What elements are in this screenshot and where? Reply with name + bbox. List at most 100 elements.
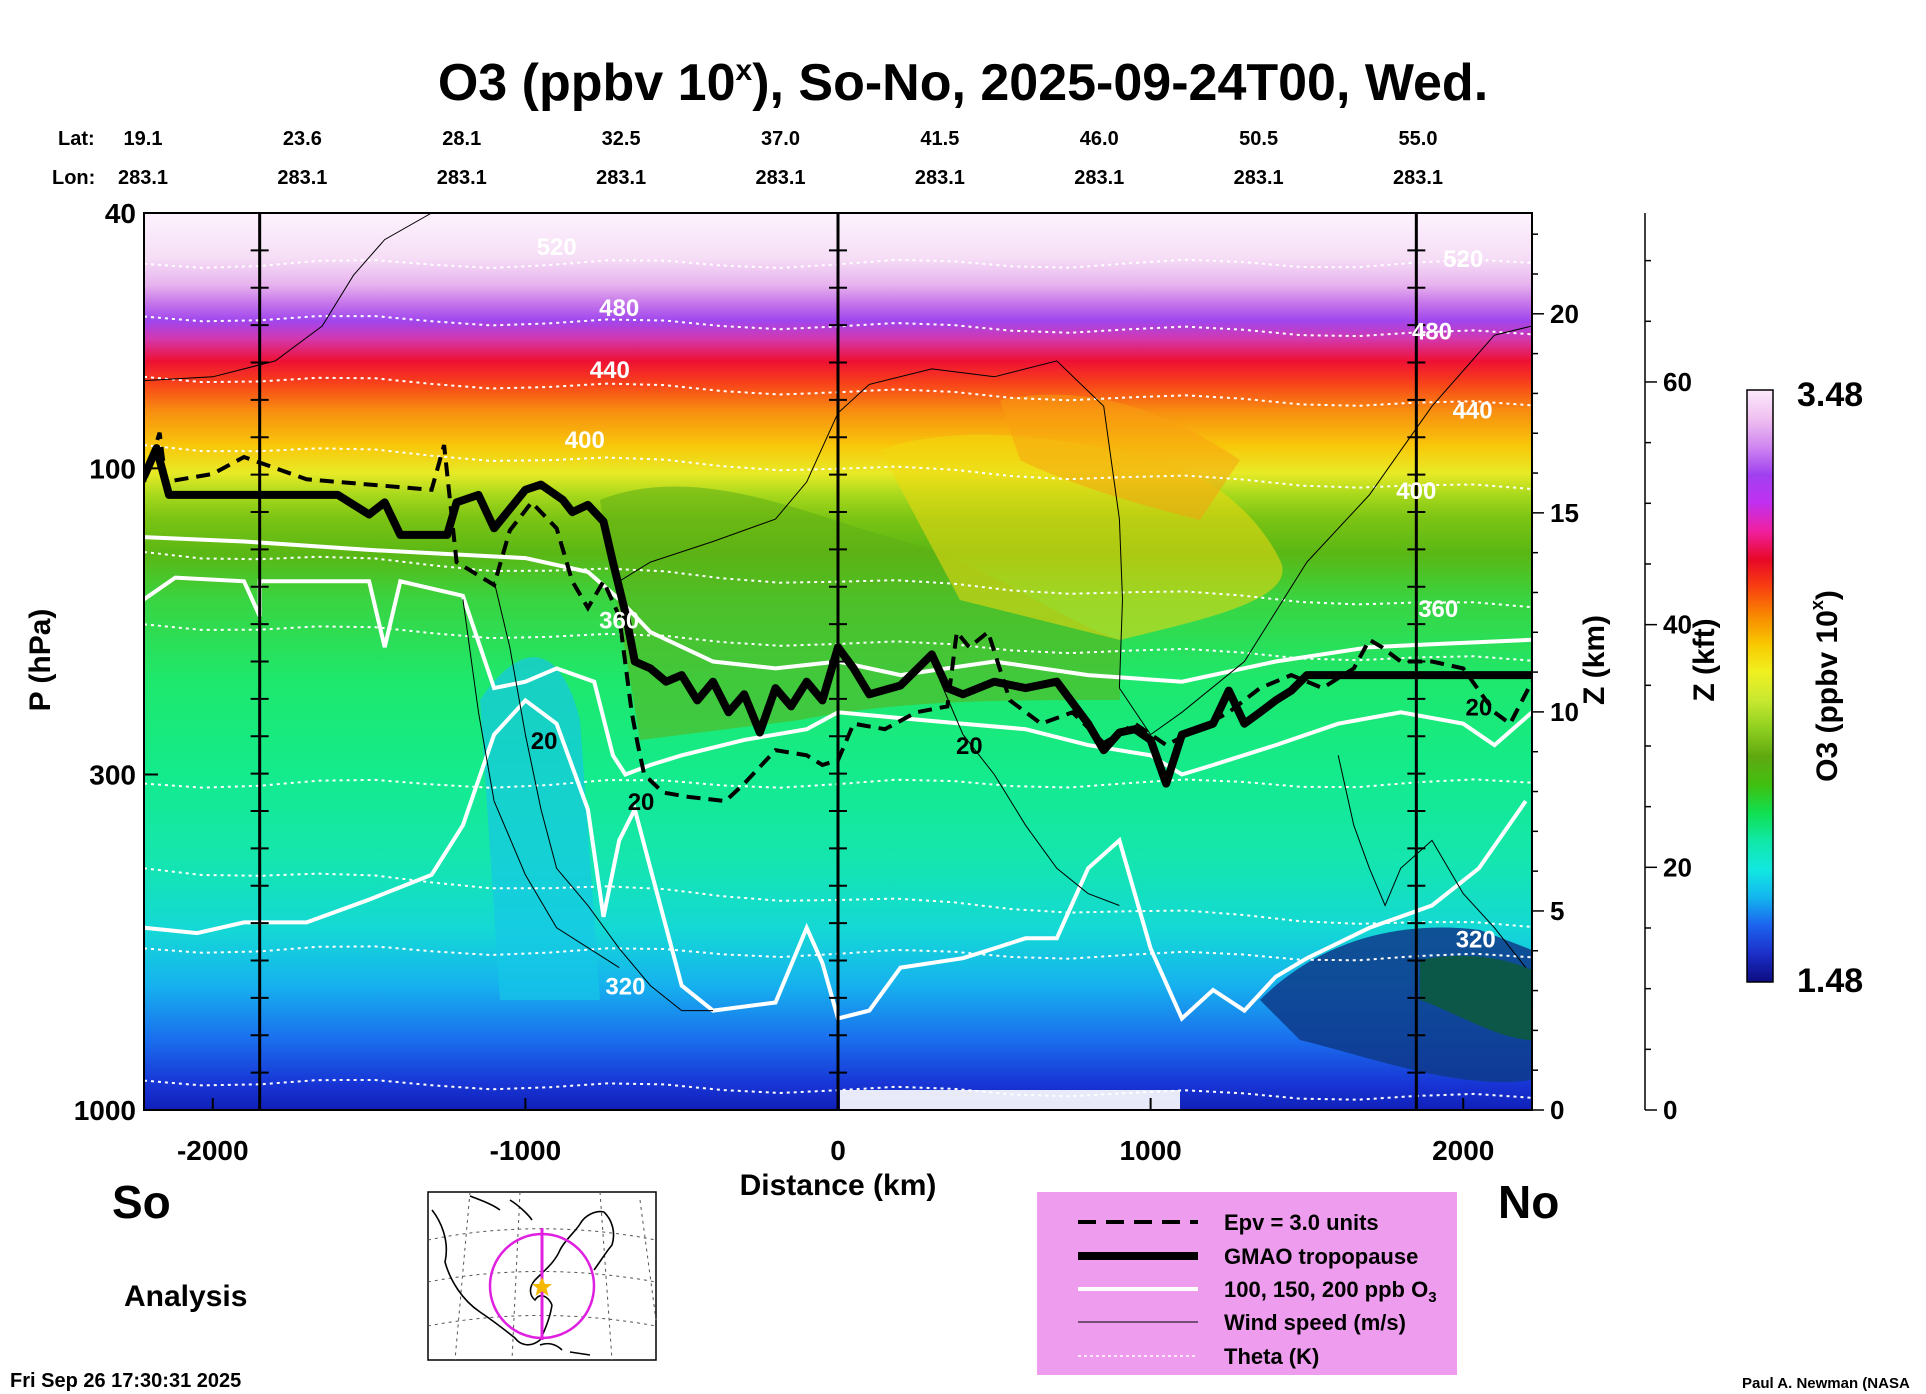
colorbar-min-label: 1.48: [1797, 962, 1863, 1000]
field-feature-cyan-plume: [480, 657, 600, 1000]
z-km-tick-label: 10: [1550, 697, 1579, 727]
field-feature-orange-north: [1000, 394, 1240, 520]
x-tick-label: 2000: [1432, 1135, 1494, 1166]
z-kft-axis-title: Z (kft): [1688, 618, 1721, 701]
lon-value: 283.1: [596, 167, 646, 189]
field-feature-darkgreen-blob: [1420, 955, 1532, 1040]
map-center-star-icon: [532, 1277, 552, 1296]
lat-value: 50.5: [1239, 128, 1278, 150]
legend-label-tropopause: GMAO tropopause: [1224, 1244, 1418, 1269]
theta-label: 320: [1456, 926, 1496, 953]
wind-label: 20: [531, 728, 558, 755]
theta-label: 520: [1443, 246, 1483, 273]
lat-value: 55.0: [1399, 128, 1438, 150]
theta-label: 440: [1453, 398, 1493, 425]
legend: Epv = 3.0 units GMAO tropopause 100, 150…: [1037, 1192, 1457, 1375]
epv-contour: [144, 432, 1532, 804]
z-kft-tick-label: 60: [1663, 367, 1692, 397]
z-km-tick-label: 15: [1550, 498, 1579, 528]
lat-value: 28.1: [442, 128, 481, 150]
z-kft-tick-label: 0: [1663, 1095, 1677, 1125]
theta-label: 320: [605, 974, 645, 1001]
y-axis: 40 100 300 1000: [74, 198, 158, 1126]
theta-label: 400: [1396, 478, 1436, 505]
lat-value: 23.6: [283, 128, 322, 150]
colorbar: [1746, 389, 1774, 983]
wind-contour: [618, 325, 1532, 736]
lon-value: 283.1: [755, 167, 805, 189]
theta-label: 480: [1412, 319, 1452, 346]
o3-contour: [144, 575, 1532, 777]
lon-value: 283.1: [1074, 167, 1124, 189]
colorbar-title: O3 (ppbv 10x): [1807, 590, 1844, 782]
timestamp: Fri Sep 26 17:30:31 2025: [10, 1370, 241, 1392]
lon-value: 283.1: [1393, 167, 1443, 189]
wind-contour: [1337, 755, 1527, 968]
lat-value: 32.5: [602, 128, 641, 150]
z-kft-axis: 0 20 40 60: [1644, 213, 1692, 1125]
lat-lon-header: 19.1 23.6 28.1 32.5 37.0 41.5 46.0 50.5 55.0 283.…: [118, 128, 1443, 189]
theta-label: 360: [599, 607, 639, 634]
wind-labels: 20 20 20 20: [531, 694, 1492, 816]
lon-value: 283.1: [277, 167, 327, 189]
colorbar-max-label: 3.48: [1797, 376, 1863, 414]
field-feature-white-patches: [840, 1090, 1180, 1110]
x-tick-label: 0: [830, 1135, 846, 1166]
lon-label: Lon:: [52, 167, 95, 189]
o3-contour: [144, 697, 1528, 1022]
o3-contour: [144, 535, 1532, 684]
z-km-axis: 0 5 10 15 20: [1531, 213, 1579, 1125]
lon-value: 283.1: [118, 167, 168, 189]
z-km-tick-label: 5: [1550, 896, 1564, 926]
x-tick-label: 1000: [1119, 1135, 1181, 1166]
gmao-tropopause: [144, 444, 1532, 788]
z-km-tick-label: 20: [1550, 299, 1579, 329]
lon-value: 283.1: [437, 167, 487, 189]
lat-value: 46.0: [1080, 128, 1119, 150]
wind-label: 20: [628, 789, 655, 816]
lon-value: 283.1: [915, 167, 965, 189]
x-tick-label: -2000: [177, 1135, 249, 1166]
y-tick-label: 300: [89, 759, 136, 790]
y-tick-label: 100: [89, 453, 136, 484]
legend-label-epv: Epv = 3.0 units: [1224, 1210, 1379, 1235]
wind-label: 20: [956, 733, 983, 760]
y-tick-label: 40: [105, 198, 136, 229]
wind-contour: [493, 581, 713, 1012]
wind-label: 20: [1466, 694, 1493, 721]
theta-labels: 520 480 440 400 360 320 520 480 440 400 360 320: [537, 234, 1496, 1001]
y-axis-title: P (hPa): [24, 609, 57, 712]
lat-value: 19.1: [124, 128, 163, 150]
x-axis: -2000 -1000 0 1000 2000: [177, 1098, 1494, 1166]
lat-value: 41.5: [920, 128, 959, 150]
reference-lines: [250, 213, 1426, 1110]
y-tick-label: 1000: [74, 1095, 136, 1126]
x-axis-title: Distance (km): [740, 1169, 937, 1202]
z-km-tick-label: 0: [1550, 1095, 1564, 1125]
z-km-axis-title: Z (km): [1578, 615, 1611, 705]
lon-value: 283.1: [1234, 167, 1284, 189]
z-kft-tick-label: 20: [1663, 852, 1692, 882]
theta-label: 360: [1418, 596, 1458, 623]
credit: Paul A. Newman (NASA: [1742, 1375, 1910, 1392]
wind-contours: [144, 213, 1532, 1012]
x-tick-label: -1000: [490, 1135, 562, 1166]
chart-title: O3 (ppbv 10x), So-No, 2025-09-24T00, Wed…: [438, 54, 1488, 112]
wind-contour: [462, 599, 620, 969]
o3-contours: [144, 535, 1532, 1022]
epv-line: [144, 432, 1532, 804]
z-kft-tick-label: 40: [1663, 610, 1692, 640]
lat-value: 37.0: [761, 128, 800, 150]
analysis-label: Analysis: [124, 1280, 247, 1313]
lat-label: Lat:: [58, 128, 95, 150]
wind-contour: [144, 213, 432, 382]
theta-label: 400: [565, 427, 605, 454]
tropopause-line: [144, 444, 1532, 788]
theta-label: 480: [599, 295, 639, 322]
inset-map: [427, 1191, 657, 1361]
north-label: No: [1498, 1176, 1559, 1228]
legend-label-o3: 100, 150, 200 ppb O3: [1224, 1277, 1437, 1306]
wind-contour: [931, 661, 1120, 906]
field-feature-green-dome: [600, 486, 1120, 740]
